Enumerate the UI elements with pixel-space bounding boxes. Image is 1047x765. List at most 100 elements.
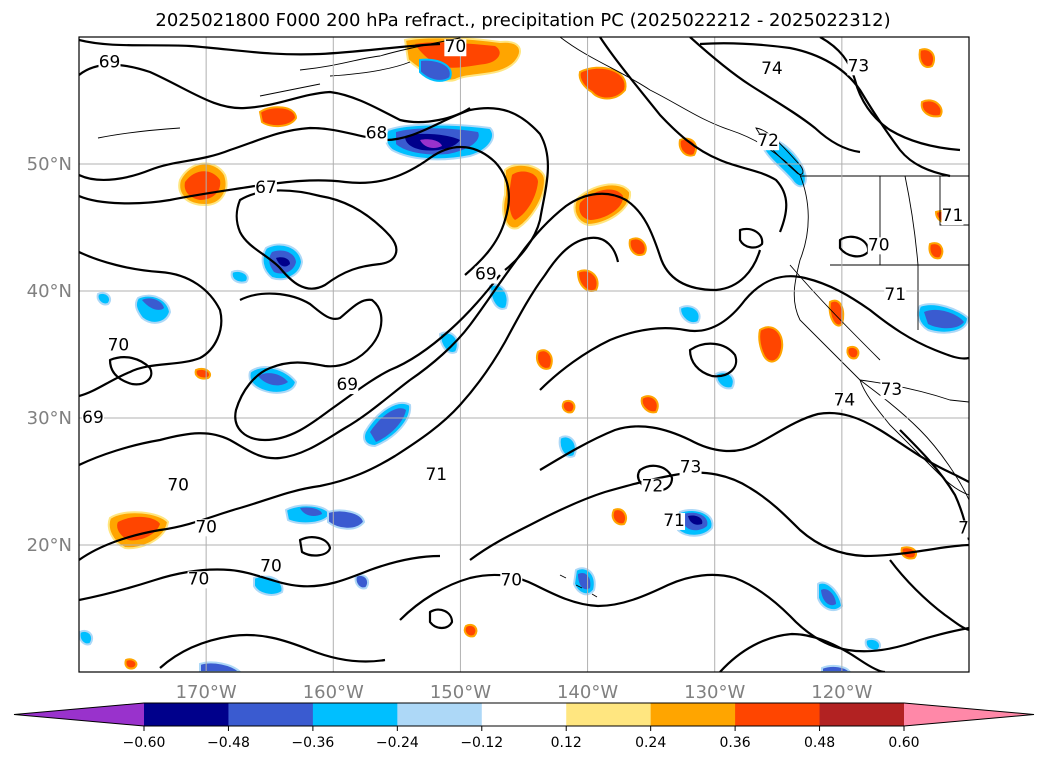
contour-label: 67 xyxy=(255,178,277,198)
contour-line xyxy=(79,192,762,466)
latitude-tick-label: 30°N xyxy=(27,408,72,429)
precip-negative-patch xyxy=(79,630,94,646)
contour-line xyxy=(79,251,223,398)
contour-label: 72 xyxy=(642,477,664,497)
contour-label: 71 xyxy=(942,206,964,226)
contour-label-background xyxy=(474,266,497,284)
contour-label-background xyxy=(941,208,964,226)
contour-label-background xyxy=(958,520,969,538)
state-borders xyxy=(789,175,969,361)
contour-label-background xyxy=(679,459,702,477)
contour-label: 69 xyxy=(82,408,104,428)
contour-label: 73 xyxy=(881,380,903,400)
coastline-baja xyxy=(859,379,969,496)
map-frame xyxy=(78,36,970,673)
contour-line xyxy=(719,632,886,672)
contour-line xyxy=(79,554,441,602)
map-contents: 69 70 68 67 69 70 69 69 71 73 72 70 70 70 70 70 71 74 73 72… xyxy=(79,37,980,672)
precip-positive-patch xyxy=(928,242,944,260)
contour-label: 68 xyxy=(366,124,388,144)
contour-label: 71 xyxy=(884,285,906,305)
contour-line xyxy=(738,227,764,249)
precip-negative-patch xyxy=(96,292,112,306)
contour-label: 71 xyxy=(425,465,447,485)
contour-label: 69 xyxy=(475,265,497,285)
contour-line xyxy=(889,559,969,632)
colorbar-segment xyxy=(650,703,736,726)
border-us-mexico xyxy=(859,379,969,403)
contour-label-background xyxy=(760,60,783,78)
colorbar-segment xyxy=(481,703,567,726)
contour-label: 71 xyxy=(663,511,685,531)
precip-negative-patch xyxy=(199,661,242,672)
longitude-tick-label: 160°W xyxy=(303,682,364,703)
refractivity-contours xyxy=(79,37,969,672)
contour-line xyxy=(399,573,969,653)
contour-label-background xyxy=(425,467,448,485)
colorbar-tick-label: −0.24 xyxy=(376,735,419,751)
colorbar-extend-high xyxy=(904,703,1034,726)
contour-label-background xyxy=(187,571,210,589)
contour-label: 70 xyxy=(167,475,189,495)
latitude-tick-label: 50°N xyxy=(27,154,72,175)
contour-label: 70 xyxy=(188,569,210,589)
contour-line xyxy=(819,37,961,152)
latitude-tick-label: 20°N xyxy=(27,535,72,556)
contour-label: 70 xyxy=(260,557,282,577)
contour-label: 69 xyxy=(336,375,358,395)
colorbar-tick-label: −0.12 xyxy=(460,735,503,751)
contour-label: 73 xyxy=(958,519,980,539)
contour-label-background xyxy=(663,512,686,530)
precip-positive-patch xyxy=(918,48,936,68)
contour-label-background xyxy=(847,58,870,76)
contour-label: 73 xyxy=(848,56,870,76)
longitude-tick-label: 120°W xyxy=(811,682,872,703)
precip-positive-patch xyxy=(578,66,627,100)
precip-positive-patch xyxy=(611,508,628,526)
contour-line xyxy=(108,356,153,386)
contour-line xyxy=(428,608,454,630)
latitude-labels: 20°N 30°N 40°N 50°N xyxy=(27,154,72,556)
coastlines xyxy=(97,37,969,598)
precip-negative-patch xyxy=(354,574,370,590)
precip-negative-patch xyxy=(258,373,288,386)
contour-label: 70 xyxy=(868,235,890,255)
contour-line xyxy=(688,342,738,378)
contour-label-background xyxy=(641,478,664,496)
longitude-tick-label: 140°W xyxy=(557,682,618,703)
contour-line xyxy=(159,633,386,669)
colorbar-segment xyxy=(228,703,314,726)
precip-negative-patch xyxy=(688,515,703,525)
contour-label-background xyxy=(444,39,467,57)
contour-label-background xyxy=(880,382,903,400)
contour-line xyxy=(235,189,398,290)
contour-label-background xyxy=(884,286,907,304)
contour-line xyxy=(539,275,969,391)
figure-title: 2025021800 F000 200 hPa refract., precip… xyxy=(155,10,890,31)
precip-negative-patch xyxy=(821,589,836,606)
contour-label-background xyxy=(365,125,388,143)
contour-label-background xyxy=(336,377,359,395)
colorbar-segment xyxy=(144,703,229,726)
precip-negative-patch xyxy=(419,58,452,82)
colorbar-segment xyxy=(566,703,652,726)
colorbar-segment xyxy=(819,703,905,726)
contour-label: 72 xyxy=(757,131,779,151)
colorbar-tick-label: 0.60 xyxy=(888,735,919,751)
contour-label: 70 xyxy=(500,571,522,591)
coastline-north-america xyxy=(559,37,969,501)
contour-line xyxy=(636,464,674,492)
contour-line xyxy=(79,38,441,56)
contour-label: 70 xyxy=(445,37,467,57)
colorbar-tick-label: −0.36 xyxy=(291,735,334,751)
contour-label-background xyxy=(259,558,282,576)
contour-label-background xyxy=(98,54,121,72)
colorbar-segment xyxy=(397,703,483,726)
contour-label-background xyxy=(81,410,104,428)
precip-negative-patch xyxy=(420,139,442,148)
contour-label-background xyxy=(500,572,523,590)
precip-positive-patch xyxy=(258,106,298,128)
contour-label-background xyxy=(107,337,130,355)
precip-positive-patch xyxy=(509,171,538,220)
